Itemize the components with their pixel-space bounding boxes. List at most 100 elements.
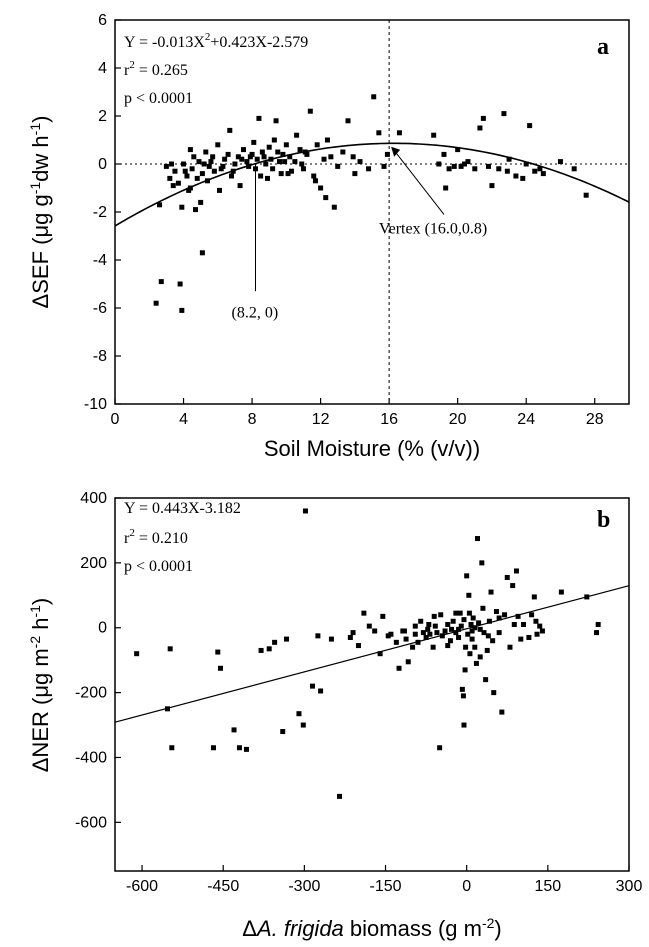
data-point bbox=[208, 159, 214, 165]
data-point bbox=[477, 626, 483, 632]
x-tick-label: 28 bbox=[586, 411, 604, 428]
data-point bbox=[513, 568, 519, 574]
data-point bbox=[235, 154, 241, 160]
x-tick-label: 4 bbox=[179, 411, 188, 428]
data-point bbox=[179, 307, 185, 313]
data-point bbox=[456, 626, 462, 632]
data-point bbox=[455, 147, 461, 153]
data-point bbox=[504, 574, 510, 580]
data-point bbox=[450, 618, 456, 624]
data-point bbox=[477, 125, 483, 131]
data-point bbox=[222, 156, 228, 162]
data-point bbox=[518, 636, 524, 642]
axis-ticks: -600 -450 -300 -150 0 150 300 -600 -400 -200 0 200 4… bbox=[75, 490, 642, 895]
y-tick-label: 4 bbox=[98, 60, 107, 77]
data-point bbox=[206, 163, 212, 169]
y-tick-label: 2 bbox=[98, 108, 107, 125]
data-point bbox=[318, 185, 324, 191]
data-point bbox=[229, 173, 235, 179]
data-point bbox=[220, 163, 226, 169]
data-point bbox=[469, 628, 475, 634]
data-point bbox=[271, 137, 277, 143]
plot-frame bbox=[114, 497, 630, 872]
y-tick-label: -2 bbox=[93, 204, 107, 221]
data-point bbox=[331, 204, 337, 210]
data-point bbox=[584, 594, 590, 600]
data-point bbox=[296, 711, 302, 717]
data-point bbox=[251, 139, 257, 145]
data-point bbox=[181, 161, 187, 167]
data-point bbox=[396, 665, 402, 671]
data-point bbox=[328, 636, 334, 642]
data-point bbox=[461, 617, 467, 623]
data-point bbox=[396, 130, 402, 136]
data-point bbox=[217, 187, 223, 193]
data-point bbox=[496, 166, 502, 172]
data-point bbox=[438, 612, 444, 618]
equation-label: Y = -0.013X2+0.423X-2.579 bbox=[124, 31, 308, 51]
data-point bbox=[366, 166, 372, 172]
data-point bbox=[473, 660, 479, 666]
data-point bbox=[294, 132, 300, 138]
data-point bbox=[464, 573, 470, 579]
data-point bbox=[163, 163, 169, 169]
data-point bbox=[263, 161, 269, 167]
y-axis-title: ΔNER (μg m-2 h-1) bbox=[27, 598, 53, 773]
data-point bbox=[595, 621, 601, 627]
data-point bbox=[420, 630, 426, 636]
data-point bbox=[439, 633, 445, 639]
data-point bbox=[300, 166, 306, 172]
data-point bbox=[153, 300, 159, 306]
data-point bbox=[458, 623, 464, 629]
x-axis-title: ΔA. frigida biomass (g m-2) bbox=[242, 915, 501, 941]
data-point bbox=[380, 613, 386, 619]
data-point bbox=[418, 618, 424, 624]
data-point bbox=[237, 183, 243, 189]
p-value-label: p < 0.0001 bbox=[124, 90, 193, 107]
data-point bbox=[337, 793, 343, 799]
data-point bbox=[425, 626, 431, 632]
data-point bbox=[164, 706, 170, 712]
data-point bbox=[205, 178, 211, 184]
data-point bbox=[472, 625, 478, 631]
data-point bbox=[449, 626, 455, 632]
data-point bbox=[481, 630, 487, 636]
data-point bbox=[243, 746, 249, 752]
data-point bbox=[307, 108, 313, 114]
data-point bbox=[288, 168, 294, 174]
data-point bbox=[529, 612, 535, 618]
y-tick-label: -200 bbox=[75, 685, 107, 702]
data-point bbox=[210, 154, 216, 160]
data-point bbox=[347, 634, 353, 640]
data-point bbox=[167, 175, 173, 181]
data-point bbox=[361, 610, 367, 616]
data-point bbox=[278, 171, 284, 177]
y-tick-label: -600 bbox=[75, 814, 107, 831]
x-tick-label: -300 bbox=[288, 878, 320, 895]
data-point bbox=[315, 633, 321, 639]
data-point bbox=[381, 163, 387, 169]
data-point bbox=[462, 667, 468, 673]
data-point bbox=[571, 166, 577, 172]
y-tick-label: -4 bbox=[93, 252, 107, 269]
data-point bbox=[357, 159, 363, 165]
y-axis-title: ΔSEF (μg g-1dw h-1) bbox=[27, 116, 53, 309]
data-point bbox=[157, 202, 163, 208]
y-tick-label: -8 bbox=[93, 348, 107, 365]
data-point bbox=[282, 159, 288, 165]
data-point bbox=[523, 161, 529, 167]
data-point bbox=[280, 729, 286, 735]
data-point bbox=[246, 163, 252, 169]
data-point bbox=[534, 631, 540, 637]
data-point bbox=[169, 745, 175, 751]
data-point bbox=[511, 621, 517, 627]
data-point bbox=[477, 654, 483, 660]
data-point bbox=[445, 643, 451, 649]
data-point bbox=[405, 659, 411, 665]
data-point bbox=[258, 173, 264, 179]
data-point bbox=[432, 623, 438, 629]
data-point bbox=[583, 192, 589, 198]
data-point bbox=[247, 154, 253, 160]
data-point bbox=[311, 173, 317, 179]
data-point bbox=[232, 161, 238, 167]
